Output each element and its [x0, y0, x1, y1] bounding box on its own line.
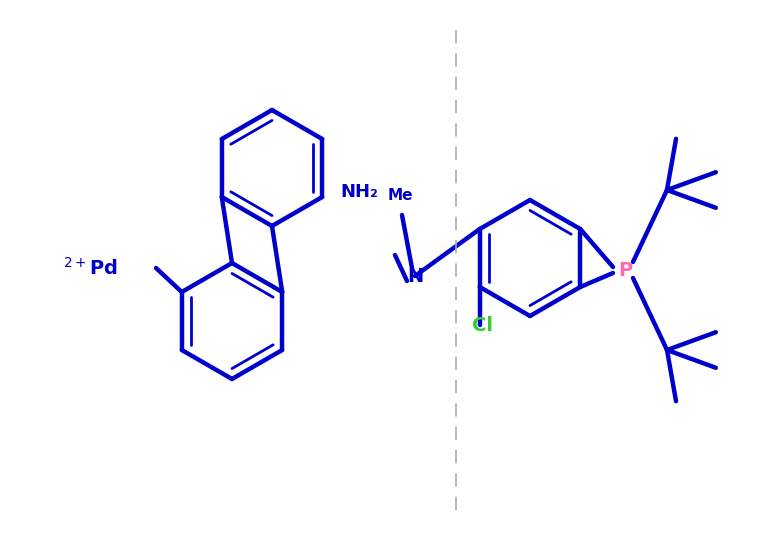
- Text: P: P: [618, 261, 632, 280]
- Text: Me: Me: [388, 188, 413, 203]
- Text: Cl: Cl: [472, 316, 493, 335]
- Text: NH₂: NH₂: [340, 183, 378, 201]
- Text: N: N: [407, 267, 423, 286]
- Text: $^{2+}$Pd: $^{2+}$Pd: [64, 257, 118, 279]
